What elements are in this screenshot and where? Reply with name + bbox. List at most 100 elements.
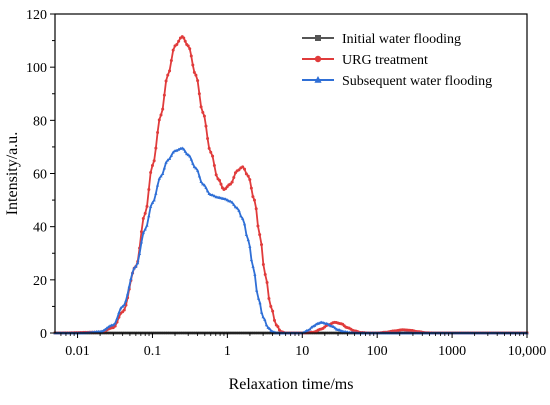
data-point-subsequent-water-flooding (251, 264, 255, 268)
data-point-urg-treatment (237, 168, 241, 172)
data-point-subsequent-water-flooding (255, 288, 259, 292)
data-point-subsequent-water-flooding (105, 326, 109, 330)
plot-frame (54, 13, 528, 334)
data-point-subsequent-water-flooding (159, 174, 163, 178)
y-tick-label: 120 (26, 8, 47, 23)
x-tick-label: 10,000 (508, 344, 547, 359)
data-point-subsequent-water-flooding (191, 161, 195, 165)
data-point-urg-treatment (207, 146, 211, 150)
data-point-subsequent-water-flooding (214, 195, 218, 199)
data-point-subsequent-water-flooding (175, 148, 179, 152)
data-point-urg-treatment (260, 243, 264, 247)
data-point-subsequent-water-flooding (239, 214, 243, 218)
data-point-subsequent-water-flooding (152, 198, 156, 202)
data-point-subsequent-water-flooding (113, 321, 117, 325)
data-point-subsequent-water-flooding (263, 317, 267, 321)
data-point-subsequent-water-flooding (137, 251, 142, 255)
data-point-urg-treatment (209, 150, 213, 154)
data-point-urg-treatment (182, 36, 186, 40)
data-point-subsequent-water-flooding (171, 150, 175, 154)
data-point-urg-treatment (171, 48, 175, 52)
data-point-urg-treatment (154, 146, 158, 150)
data-point-subsequent-water-flooding (125, 292, 130, 296)
data-point-urg-treatment (150, 164, 154, 168)
data-point-subsequent-water-flooding (210, 193, 215, 197)
x-tick-label: 10 (295, 344, 309, 359)
data-point-urg-treatment (183, 39, 187, 43)
data-point-subsequent-water-flooding (212, 194, 216, 198)
y-tick-label: 0 (40, 327, 47, 342)
legend-marker-initial-water-flooding (315, 35, 321, 41)
data-point-subsequent-water-flooding (162, 166, 166, 170)
data-point-subsequent-water-flooding (248, 244, 252, 248)
data-point-urg-treatment (267, 296, 271, 300)
data-point-urg-treatment (191, 63, 195, 67)
data-point-subsequent-water-flooding (143, 227, 147, 231)
data-point-urg-treatment (177, 39, 181, 43)
data-point-subsequent-water-flooding (344, 330, 348, 334)
data-point-subsequent-water-flooding (134, 264, 138, 268)
data-point-urg-treatment (196, 79, 200, 83)
data-point-subsequent-water-flooding (145, 223, 149, 227)
data-point-subsequent-water-flooding (225, 198, 229, 202)
data-point-subsequent-water-flooding (261, 315, 265, 319)
data-point-subsequent-water-flooding (232, 202, 236, 206)
data-point-subsequent-water-flooding (256, 296, 261, 300)
data-point-urg-treatment (241, 165, 245, 169)
data-point-subsequent-water-flooding (246, 238, 250, 242)
legend-marker-subsequent-water-flooding (314, 76, 322, 83)
data-point-subsequent-water-flooding (189, 157, 193, 161)
data-point-urg-treatment (249, 186, 253, 190)
data-point-urg-treatment (256, 224, 260, 228)
legend-label-subsequent-water-flooding: Subsequent water flooding (342, 74, 492, 89)
data-point-subsequent-water-flooding (331, 325, 336, 329)
data-point-urg-treatment (194, 73, 198, 77)
data-point-subsequent-water-flooding (259, 310, 264, 314)
data-point-urg-treatment (232, 175, 236, 179)
data-point-subsequent-water-flooding (233, 205, 238, 209)
data-point-subsequent-water-flooding (309, 325, 314, 329)
data-point-urg-treatment (186, 44, 190, 48)
data-point-subsequent-water-flooding (249, 258, 254, 262)
data-point-urg-treatment (248, 178, 252, 182)
data-point-subsequent-water-flooding (141, 231, 145, 235)
data-point-subsequent-water-flooding (242, 222, 247, 226)
data-point-urg-treatment (211, 154, 215, 158)
data-point-urg-treatment (251, 195, 255, 199)
data-point-subsequent-water-flooding (199, 179, 203, 183)
data-point-subsequent-water-flooding (115, 316, 119, 320)
data-point-urg-treatment (149, 171, 153, 175)
data-point-subsequent-water-flooding (196, 168, 200, 172)
data-point-subsequent-water-flooding (127, 284, 131, 288)
data-point-subsequent-water-flooding (157, 176, 161, 180)
data-point-subsequent-water-flooding (161, 172, 165, 176)
data-point-urg-treatment (152, 159, 156, 163)
data-point-subsequent-water-flooding (205, 189, 210, 193)
x-tick-label: 1000 (438, 344, 466, 359)
data-point-urg-treatment (169, 59, 173, 63)
data-point-subsequent-water-flooding (119, 306, 123, 310)
data-point-subsequent-water-flooding (166, 158, 170, 162)
data-point-subsequent-water-flooding (241, 216, 245, 220)
data-point-subsequent-water-flooding (139, 240, 144, 244)
data-point-urg-treatment (161, 107, 165, 111)
data-point-subsequent-water-flooding (321, 320, 325, 324)
data-point-subsequent-water-flooding (207, 191, 211, 195)
data-point-subsequent-water-flooding (132, 266, 136, 270)
data-point-urg-treatment (254, 207, 258, 211)
y-tick-label: 100 (26, 61, 47, 76)
data-point-urg-treatment (141, 216, 145, 220)
legend-marker-urg-treatment (314, 55, 322, 63)
data-point-subsequent-water-flooding (202, 183, 206, 187)
data-point-subsequent-water-flooding (164, 160, 168, 164)
data-point-subsequent-water-flooding (103, 327, 107, 331)
data-point-subsequent-water-flooding (186, 153, 190, 157)
data-point-urg-treatment (233, 171, 237, 175)
legend-label-urg-treatment: URG treatment (342, 53, 428, 68)
axes-layer (54, 13, 528, 334)
x-tick-label: 100 (367, 344, 388, 359)
data-point-subsequent-water-flooding (235, 206, 239, 210)
x-tick-label: 0.01 (65, 344, 90, 359)
data-point-subsequent-water-flooding (194, 166, 198, 170)
data-point-subsequent-water-flooding (264, 323, 269, 327)
